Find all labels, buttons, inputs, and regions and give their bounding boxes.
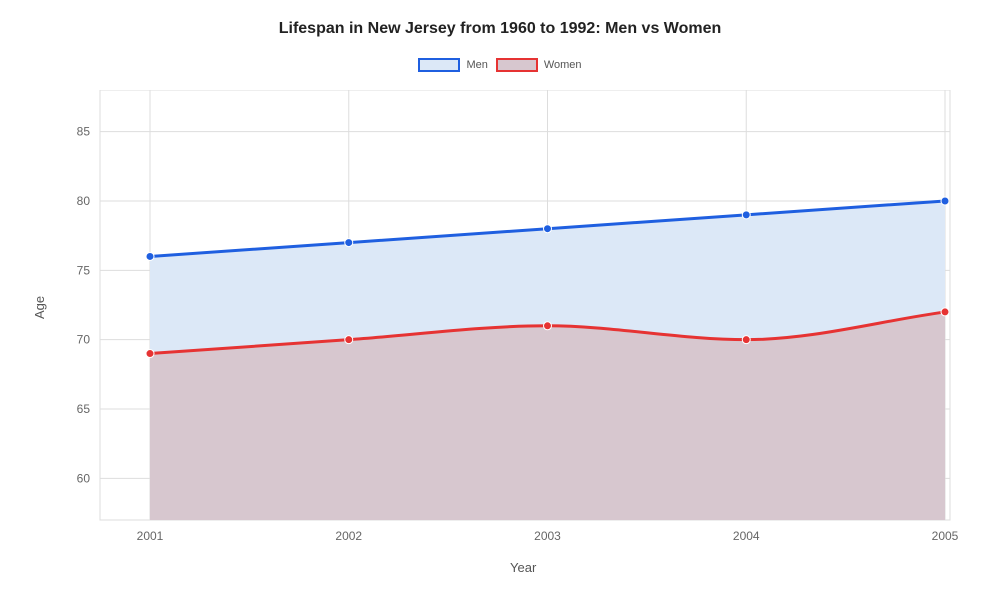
- legend-label-men: Men: [466, 59, 487, 71]
- svg-text:2002: 2002: [335, 529, 362, 543]
- legend-swatch-women: [496, 58, 538, 72]
- chart-container: Lifespan in New Jersey from 1960 to 1992…: [0, 0, 1000, 600]
- chart-title: Lifespan in New Jersey from 1960 to 1992…: [0, 20, 1000, 38]
- legend-item-women: Women: [496, 58, 582, 72]
- svg-text:80: 80: [77, 194, 91, 208]
- legend-label-women: Women: [544, 59, 582, 71]
- legend-swatch-men: [418, 58, 460, 72]
- x-axis-label: Year: [510, 560, 536, 575]
- legend-item-men: Men: [418, 58, 487, 72]
- legend: Men Women: [0, 58, 1000, 72]
- svg-text:2003: 2003: [534, 529, 561, 543]
- y-axis-label: Age: [32, 296, 47, 319]
- plot-area: 60 65 70 75 80 85 2001 2002 2003 2004 2005: [50, 90, 960, 580]
- svg-text:2001: 2001: [137, 529, 164, 543]
- svg-text:2004: 2004: [733, 529, 760, 543]
- svg-text:2005: 2005: [932, 529, 959, 543]
- svg-text:85: 85: [77, 125, 91, 139]
- svg-text:75: 75: [77, 263, 91, 277]
- svg-text:65: 65: [77, 402, 91, 416]
- svg-text:60: 60: [77, 471, 91, 485]
- svg-text:70: 70: [77, 333, 91, 347]
